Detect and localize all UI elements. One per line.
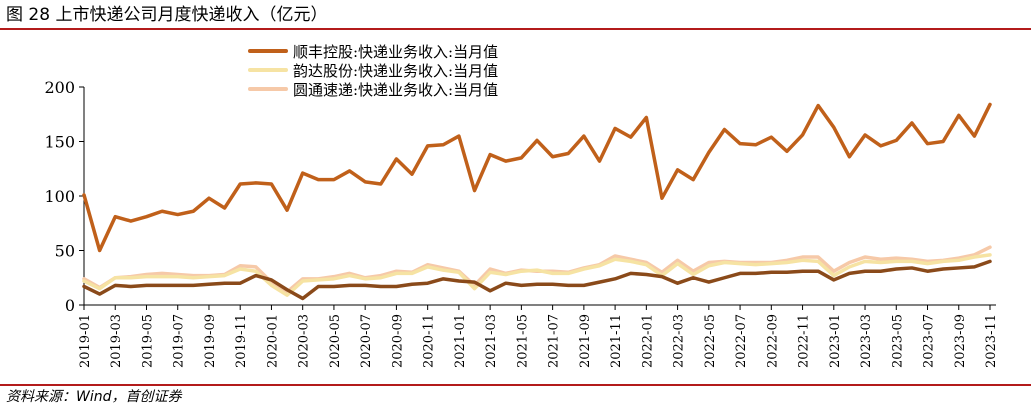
legend-label-2: 圆通速递:快递业务收入:当月值 [293, 81, 498, 99]
x-tick-label: 2022-07 [734, 314, 749, 368]
y-tick-label: 50 [55, 242, 75, 261]
x-tick-label: 2022-01 [640, 314, 655, 368]
x-tick-label: 2020-09 [390, 314, 405, 368]
x-tick-label: 2021-11 [609, 314, 624, 368]
x-tick-label: 2021-07 [547, 314, 562, 368]
x-tick-label: 2021-03 [484, 314, 499, 368]
x-tick-label: 2023-11 [984, 314, 999, 368]
x-tick-label: 2019-03 [109, 314, 124, 368]
x-tick-label: 2022-11 [797, 314, 812, 368]
x-tick-label: 2019-07 [172, 314, 187, 368]
x-tick-label: 2019-01 [78, 314, 93, 368]
x-tick-label: 2020-03 [297, 314, 312, 368]
x-tick-label: 2020-07 [359, 314, 374, 368]
x-tick-label: 2019-11 [234, 314, 249, 368]
series-line-0 [82, 102, 992, 253]
x-tick-label: 2021-01 [453, 314, 468, 368]
x-tick-label: 2019-05 [140, 314, 155, 368]
legend-label-0: 顺丰控股:快递业务收入:当月值 [293, 43, 498, 61]
x-tick-label: 2020-05 [328, 314, 343, 368]
x-tick-label: 2023-05 [890, 314, 905, 368]
extra-series-line-0 [82, 259, 992, 301]
figure-title: 图 28 上市快递公司月度快递收入（亿元） [6, 5, 328, 25]
footer-rule [0, 384, 1031, 386]
x-tick-label: 2023-03 [859, 314, 874, 368]
x-tick-label: 2022-05 [703, 314, 718, 368]
y-tick-label: 200 [44, 78, 75, 97]
title-rule [0, 28, 1031, 30]
series-line-1 [82, 253, 992, 297]
y-tick-label: 100 [44, 187, 75, 206]
x-tick-label: 2019-09 [203, 314, 218, 368]
x-tick-label: 2022-09 [765, 314, 780, 368]
chart: 0 50 100 150 200 2019-01 2019-03 2019-05 2019-07… [44, 43, 999, 368]
x-tick-label: 2020-01 [265, 314, 280, 368]
x-tick-label: 2020-11 [422, 314, 437, 368]
x-tick-label: 2021-05 [515, 314, 530, 368]
legend-label-1: 韵达股份:快递业务收入:当月值 [293, 62, 498, 80]
y-tick-label: 150 [44, 133, 75, 152]
source-note: 资料来源：Wind，首创证券 [6, 389, 182, 405]
y-tick-label: 0 [65, 296, 75, 315]
x-tick-label: 2023-09 [953, 314, 968, 368]
x-tick-label: 2023-07 [922, 314, 937, 368]
x-tick-label: 2023-01 [828, 314, 843, 368]
x-tick-label: 2021-09 [578, 314, 593, 368]
x-tick-label: 2022-03 [672, 314, 687, 368]
